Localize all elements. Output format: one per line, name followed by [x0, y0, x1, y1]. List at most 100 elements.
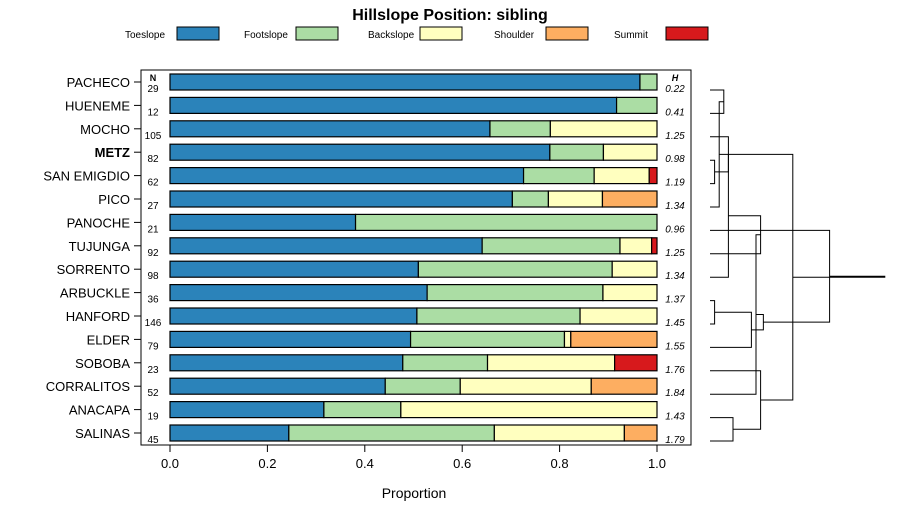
dendrogram-link — [710, 370, 762, 430]
row-label-corralitos: CORRALITOS — [46, 379, 131, 394]
dendrogram-link — [751, 313, 764, 331]
x-axis: 0.0 0.2 0.4 0.6 0.8 1.0 — [161, 445, 666, 471]
n-value: 92 — [147, 248, 159, 259]
x-tick-label: 1.0 — [648, 456, 666, 471]
legend-swatch-backslope — [419, 26, 463, 41]
n-value: 146 — [145, 318, 162, 329]
n-value: 27 — [147, 201, 159, 212]
dendrogram-link — [710, 154, 729, 278]
dendrogram-link — [710, 311, 752, 348]
plot-panel — [140, 69, 692, 446]
bar-segment-shoulder — [623, 424, 658, 442]
bar-segment-shoulder — [601, 190, 658, 208]
row-label-metz: METZ — [95, 145, 130, 160]
n-value: 82 — [147, 154, 159, 165]
h-value: 1.45 — [665, 318, 685, 329]
legend-swatch-shoulder — [545, 26, 589, 41]
legend-swatch-footslope — [295, 26, 339, 41]
bar-segment-toeslope — [169, 190, 513, 208]
n-column-header: N — [150, 73, 157, 83]
bar-segment-toeslope — [169, 143, 551, 161]
row-label-pico: PICO — [98, 192, 130, 207]
bar-segment-footslope — [639, 73, 658, 91]
n-value: 21 — [147, 224, 159, 235]
chart-title: Hillslope Position: sibling — [352, 7, 548, 24]
bar-segment-backslope — [493, 424, 625, 442]
legend-label-summit: Summit — [614, 30, 648, 41]
legend-swatch-toeslope — [176, 26, 220, 41]
bar-segment-footslope — [417, 260, 613, 278]
bar-segment-footslope — [511, 190, 549, 208]
h-value: 1.55 — [665, 341, 685, 352]
row-label-san-emigdio: SAN EMIGDIO — [43, 169, 130, 184]
bar-segment-toeslope — [169, 260, 419, 278]
row-label-hanford: HANFORD — [66, 309, 130, 324]
h-value: 1.25 — [665, 131, 685, 142]
h-value: 1.43 — [665, 412, 685, 423]
bar-segment-toeslope — [169, 377, 386, 395]
h-value: 1.34 — [665, 201, 685, 212]
dendrogram-link — [710, 234, 761, 395]
bar-segment-toeslope — [169, 73, 641, 91]
bar-segment-toeslope — [169, 167, 525, 185]
bars-group: PACHECO 29 0.22 HUENEME 12 0.41 MOCHO 105 1.25 ME… — [43, 73, 685, 446]
bar-segment-shoulder — [590, 377, 658, 395]
bar-segment-footslope — [489, 120, 551, 138]
bar-segment-toeslope — [169, 237, 483, 255]
x-tick-label: 0.8 — [551, 456, 569, 471]
bar-segment-footslope — [615, 96, 658, 115]
bar-segment-footslope — [354, 213, 658, 231]
bar-segment-backslope — [547, 190, 604, 208]
bar-segment-footslope — [402, 354, 489, 372]
dendrogram — [710, 89, 886, 442]
legend-label-backslope: Backslope — [368, 30, 415, 41]
x-tick-label: 0.0 — [161, 456, 179, 471]
bar-segment-toeslope — [169, 213, 357, 231]
dendrogram-link — [710, 215, 762, 255]
dendrogram-link — [710, 159, 716, 185]
legend: Toeslope Footslope Backslope Shoulder Summit — [125, 26, 709, 41]
dendrogram-link — [710, 417, 734, 442]
row-label-salinas: SALINAS — [75, 426, 130, 441]
h-value: 1.76 — [665, 365, 685, 376]
bar-segment-toeslope — [169, 424, 290, 442]
h-value: 1.79 — [665, 435, 685, 446]
h-value: 1.37 — [665, 295, 685, 306]
x-tick-label: 0.4 — [356, 456, 374, 471]
bar-segment-footslope — [416, 307, 581, 325]
bar-segment-footslope — [409, 330, 566, 348]
bar-segment-backslope — [619, 237, 653, 255]
h-value: 0.98 — [665, 154, 685, 165]
legend-swatch-summit — [665, 26, 709, 41]
h-value: 1.34 — [665, 271, 685, 282]
bar-segment-toeslope — [169, 330, 412, 348]
bar-segment-backslope — [549, 120, 658, 138]
h-value: 0.41 — [665, 107, 684, 118]
h-value: 0.96 — [665, 224, 685, 235]
bar-segment-backslope — [602, 143, 658, 161]
bar-segment-toeslope — [169, 96, 618, 115]
bar-segment-toeslope — [169, 120, 491, 138]
legend-label-shoulder: Shoulder — [494, 30, 535, 41]
n-value: 62 — [147, 178, 159, 189]
n-value: 23 — [147, 365, 159, 376]
row-label-arbuckle: ARBUCKLE — [60, 286, 130, 301]
row-label-anacapa: ANACAPA — [69, 403, 130, 418]
n-value: 36 — [147, 295, 159, 306]
bar-segment-toeslope — [169, 284, 428, 302]
bar-segment-backslope — [611, 260, 658, 278]
row-label-panoche: PANOCHE — [67, 215, 131, 230]
h-value: 1.19 — [665, 178, 685, 189]
h-value: 1.84 — [665, 388, 685, 399]
dendrogram-link — [710, 300, 716, 325]
bar-segment-footslope — [481, 237, 621, 255]
n-value: 105 — [145, 131, 162, 142]
bar-segment-backslope — [459, 377, 592, 395]
bar-segment-backslope — [593, 167, 650, 185]
legend-label-toeslope: Toeslope — [125, 30, 165, 41]
bar-segment-toeslope — [169, 401, 325, 419]
row-label-mocho: MOCHO — [80, 122, 130, 137]
n-value: 12 — [147, 107, 159, 118]
n-value: 52 — [147, 388, 159, 399]
